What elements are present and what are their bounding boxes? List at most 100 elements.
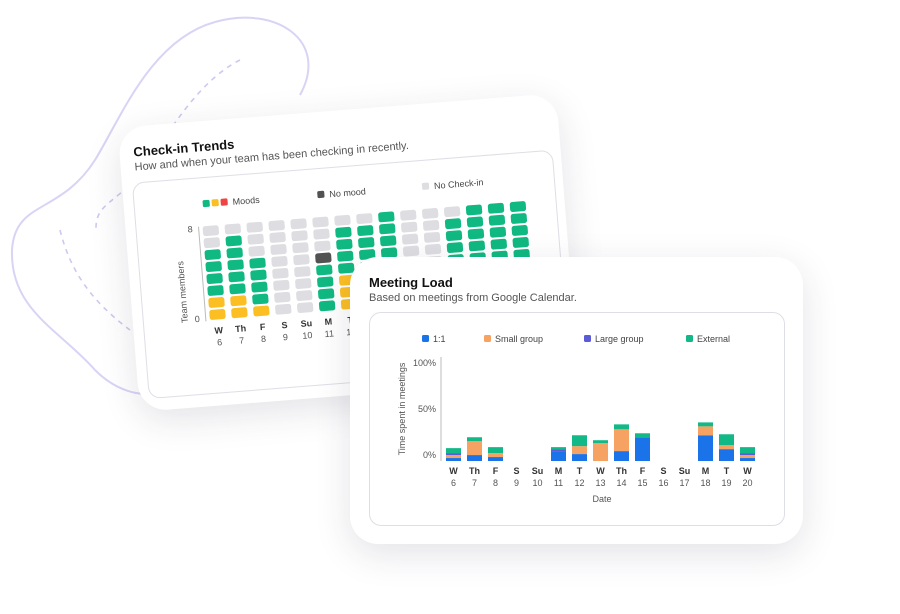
heatmap-cell-18-7	[465, 204, 483, 216]
bar-y-axis-label: Time spent in meetings	[397, 362, 407, 455]
heatmap-cell-10-7	[290, 218, 307, 230]
heatmap-cell-14-7	[378, 211, 395, 223]
heatmap-cell-12-7	[334, 214, 351, 226]
heatmap-cell-10-2	[295, 278, 312, 290]
heatmap-cell-7-2	[229, 283, 246, 295]
meeting-chart-panel: 1:1 Small group Large group External Time s…	[369, 312, 785, 526]
heatmap-date-label: 8	[261, 334, 267, 344]
heatmap-cell-17-6	[444, 218, 462, 230]
heatmap-cell-8-5	[248, 245, 265, 257]
heatmap-cell-11-0	[318, 300, 336, 312]
meeting-title: Meeting Load	[369, 275, 453, 290]
heatmap-cell-19-4	[490, 238, 507, 250]
heatmap-cell-8-2	[251, 281, 268, 293]
bar-segment-14-1	[614, 429, 629, 452]
bar-segment-6-3	[446, 448, 461, 454]
bar-segment-18-0	[698, 435, 713, 461]
heatmap-y-tick-top: 8	[187, 224, 193, 234]
heatmap-cell-18-4	[468, 240, 486, 252]
heatmap-day-label: M	[324, 316, 332, 327]
bar-day-label: W	[596, 466, 605, 476]
heatmap-cell-10-1	[296, 290, 313, 301]
bar-day-label: M	[702, 466, 710, 476]
heatmap-cell-8-3	[250, 269, 267, 281]
meeting-load-card: Meeting Load Based on meetings from Goog…	[350, 257, 803, 544]
heatmap-y-axis-label: Team members	[175, 260, 190, 323]
heatmap-cell-7-5	[226, 247, 243, 259]
heatmap-cell-8-1	[252, 293, 269, 305]
heatmap-cell-7-0	[231, 307, 248, 319]
bar-legend-swatch	[584, 335, 591, 342]
heatmap-cell-10-5	[292, 242, 309, 254]
heatmap-cell-6-3	[206, 273, 223, 284]
bar-segment-14-0	[614, 451, 629, 461]
bar-date-label: 19	[721, 478, 731, 488]
heatmap-cell-14-6	[379, 223, 396, 235]
bar-legend-label: Large group	[595, 334, 644, 344]
heatmap-cell-9-6	[269, 232, 286, 243]
bar-segment-6-2	[446, 453, 461, 456]
bar-legend-swatch	[686, 335, 693, 342]
heatmap-legend-swatch	[220, 198, 228, 206]
bar-date-label: 8	[493, 478, 498, 488]
heatmap-cell-12-3	[338, 262, 355, 274]
heatmap-cell-7-3	[228, 271, 245, 283]
heatmap-cell-15-7	[400, 209, 417, 221]
bar-date-label: 20	[742, 478, 752, 488]
heatmap-cell-7-1	[230, 295, 247, 307]
bar-segment-14-3	[614, 424, 629, 430]
bar-segment-20-0	[740, 458, 755, 461]
heatmap-date-label: 10	[302, 330, 313, 341]
heatmap-cell-17-4	[446, 242, 464, 254]
bar-marks	[446, 422, 755, 461]
heatmap-cell-15-6	[401, 221, 418, 233]
heatmap-legend-label: No Check-in	[434, 177, 484, 191]
bar-segment-7-0	[467, 455, 482, 461]
bar-segment-8-1	[488, 453, 503, 458]
heatmap-day-label: S	[281, 320, 288, 330]
heatmap-cell-19-5	[489, 226, 507, 238]
heatmap-cell-16-7	[422, 208, 439, 219]
heatmap-cell-12-6	[335, 226, 352, 238]
bar-date-label: 15	[637, 478, 647, 488]
bar-y-tick-100: 100%	[413, 358, 436, 368]
bar-date-label: 11	[554, 478, 563, 488]
bar-day-label: M	[555, 466, 563, 476]
bar-day-label: S	[660, 466, 666, 476]
bar-segment-20-2	[740, 453, 755, 456]
heatmap-cell-6-0	[209, 309, 226, 320]
heatmap-cell-17-7	[443, 206, 461, 218]
bar-segment-7-1	[467, 441, 482, 456]
heatmap-cell-6-1	[208, 297, 225, 308]
heatmap-cell-16-4	[424, 243, 442, 255]
bar-day-label: Su	[679, 466, 691, 476]
heatmap-cell-6-7	[202, 225, 220, 237]
heatmap-cell-20-4	[512, 236, 529, 248]
meeting-subtitle: Based on meetings from Google Calendar.	[369, 292, 577, 304]
bar-date-label: 9	[514, 478, 519, 488]
bar-day-label: Su	[532, 466, 544, 476]
heatmap-cell-19-6	[488, 214, 506, 226]
bar-segment-7-3	[467, 437, 482, 442]
heatmap-date-label: 7	[239, 335, 245, 345]
heatmap-cell-20-7	[509, 201, 527, 212]
bar-date-label: 14	[616, 478, 626, 488]
heatmap-cell-20-6	[510, 213, 528, 224]
bar-segment-11-0	[551, 451, 566, 461]
heatmap-cell-11-5	[314, 240, 331, 252]
heatmap-cell-13-5	[358, 237, 375, 248]
bar-segment-6-1	[446, 455, 461, 459]
heatmap-cell-10-3	[294, 266, 311, 278]
heatmap-cell-11-2	[317, 276, 334, 288]
bar-legend: 1:1 Small group Large group External	[422, 334, 730, 344]
heatmap-cell-7-4	[227, 259, 244, 271]
bar-x-axis-label: Date	[592, 494, 611, 504]
bar-day-label: T	[724, 466, 730, 476]
bar-day-label: Th	[616, 466, 627, 476]
heatmap-y-axis	[198, 226, 207, 322]
heatmap-cell-7-6	[225, 235, 242, 247]
heatmap-cell-9-2	[273, 279, 290, 291]
heatmap-cell-9-3	[272, 267, 289, 279]
bar-segment-20-3	[740, 447, 755, 454]
